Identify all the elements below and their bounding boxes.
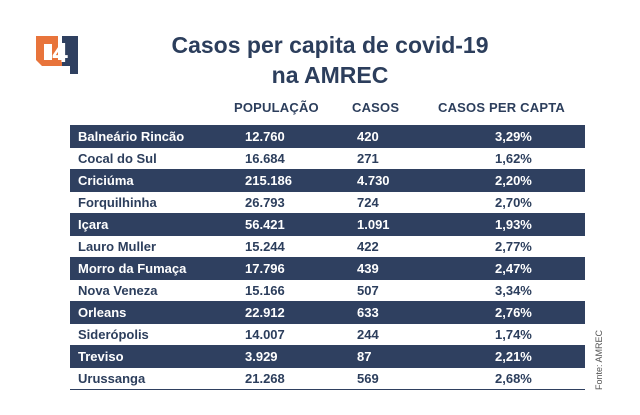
cell-casos-per-capta: 3,34% bbox=[495, 283, 532, 298]
cell-casos-per-capta: 3,29% bbox=[495, 129, 532, 144]
table-header: POPULAÇÃO CASOS CASOS PER CAPTA bbox=[0, 100, 640, 118]
cell-populacao: 26.793 bbox=[245, 195, 285, 210]
cell-municipio: Balneário Rincão bbox=[78, 129, 185, 144]
data-table: Balneário Rincão 12.760 420 3,29% Cocal do S… bbox=[70, 125, 585, 390]
cell-populacao: 56.421 bbox=[245, 217, 285, 232]
cell-municipio: Lauro Muller bbox=[78, 239, 157, 254]
cell-casos-per-capta: 2,68% bbox=[495, 371, 532, 386]
cell-populacao: 17.796 bbox=[245, 261, 285, 276]
header-populacao: POPULAÇÃO bbox=[234, 100, 319, 115]
cell-populacao: 14.007 bbox=[245, 327, 285, 342]
cell-casos: 1.091 bbox=[357, 217, 390, 232]
cell-casos: 271 bbox=[357, 151, 379, 166]
cell-populacao: 215.186 bbox=[245, 173, 292, 188]
cell-casos: 633 bbox=[357, 305, 379, 320]
cell-casos: 507 bbox=[357, 283, 379, 298]
title-line-1: Casos per capita de covid-19 bbox=[171, 32, 489, 58]
cell-casos-per-capta: 1,74% bbox=[495, 327, 532, 342]
cell-populacao: 15.244 bbox=[245, 239, 285, 254]
cell-casos: 724 bbox=[357, 195, 379, 210]
cell-casos-per-capta: 2,76% bbox=[495, 305, 532, 320]
header-casos-per-capta: CASOS PER CAPTA bbox=[438, 100, 565, 115]
cell-casos: 439 bbox=[357, 261, 379, 276]
cell-municipio: Forquilhinha bbox=[78, 195, 157, 210]
cell-municipio: Treviso bbox=[78, 349, 124, 364]
cell-casos-per-capta: 2,70% bbox=[495, 195, 532, 210]
table-row: Cocal do Sul 16.684 271 1,62% bbox=[70, 148, 585, 170]
cell-populacao: 16.684 bbox=[245, 151, 285, 166]
cell-casos: 569 bbox=[357, 371, 379, 386]
page-title: Casos per capita de covid-19 na AMREC bbox=[100, 30, 560, 90]
table-row: Balneário Rincão 12.760 420 3,29% bbox=[70, 126, 585, 148]
cell-populacao: 15.166 bbox=[245, 283, 285, 298]
cell-municipio: Cocal do Sul bbox=[78, 151, 157, 166]
table-row: Siderópolis 14.007 244 1,74% bbox=[70, 324, 585, 346]
cell-municipio: Criciúma bbox=[78, 173, 134, 188]
table-row: Criciúma 215.186 4.730 2,20% bbox=[70, 170, 585, 192]
table-row: Treviso 3.929 87 2,21% bbox=[70, 346, 585, 368]
table-row: Morro da Fumaça 17.796 439 2,47% bbox=[70, 258, 585, 280]
title-line-2: na AMREC bbox=[271, 62, 389, 88]
cell-casos-per-capta: 1,93% bbox=[495, 217, 532, 232]
cell-casos-per-capta: 2,21% bbox=[495, 349, 532, 364]
cell-municipio: Urussanga bbox=[78, 371, 146, 386]
cell-casos-per-capta: 2,47% bbox=[495, 261, 532, 276]
cell-populacao: 21.268 bbox=[245, 371, 285, 386]
cell-populacao: 12.760 bbox=[245, 129, 285, 144]
cell-casos-per-capta: 2,20% bbox=[495, 173, 532, 188]
cell-casos-per-capta: 1,62% bbox=[495, 151, 532, 166]
cell-municipio: Morro da Fumaça bbox=[78, 261, 187, 276]
cell-municipio: Orleans bbox=[78, 305, 127, 320]
table-row: Forquilhinha 26.793 724 2,70% bbox=[70, 192, 585, 214]
cell-casos: 420 bbox=[357, 129, 379, 144]
cell-casos: 244 bbox=[357, 327, 379, 342]
table-row: Urussanga 21.268 569 2,68% bbox=[70, 368, 585, 390]
cell-populacao: 22.912 bbox=[245, 305, 285, 320]
table-row: Nova Veneza 15.166 507 3,34% bbox=[70, 280, 585, 302]
source-note: Fonte: AMREC bbox=[594, 329, 604, 390]
cell-casos: 4.730 bbox=[357, 173, 390, 188]
table-row: Orleans 22.912 633 2,76% bbox=[70, 302, 585, 324]
cell-casos-per-capta: 2,77% bbox=[495, 239, 532, 254]
table-row: Lauro Muller 15.244 422 2,77% bbox=[70, 236, 585, 258]
cell-municipio: Içara bbox=[78, 217, 109, 232]
cell-casos: 87 bbox=[357, 349, 372, 364]
cell-municipio: Siderópolis bbox=[78, 327, 149, 342]
header-casos: CASOS bbox=[352, 100, 400, 115]
brand-logo: 4 bbox=[36, 36, 78, 74]
cell-casos: 422 bbox=[357, 239, 379, 254]
cell-municipio: Nova Veneza bbox=[78, 283, 158, 298]
cell-populacao: 3.929 bbox=[245, 349, 278, 364]
logo-lettering: 4 bbox=[52, 37, 68, 68]
table-row: Içara 56.421 1.091 1,93% bbox=[70, 214, 585, 236]
